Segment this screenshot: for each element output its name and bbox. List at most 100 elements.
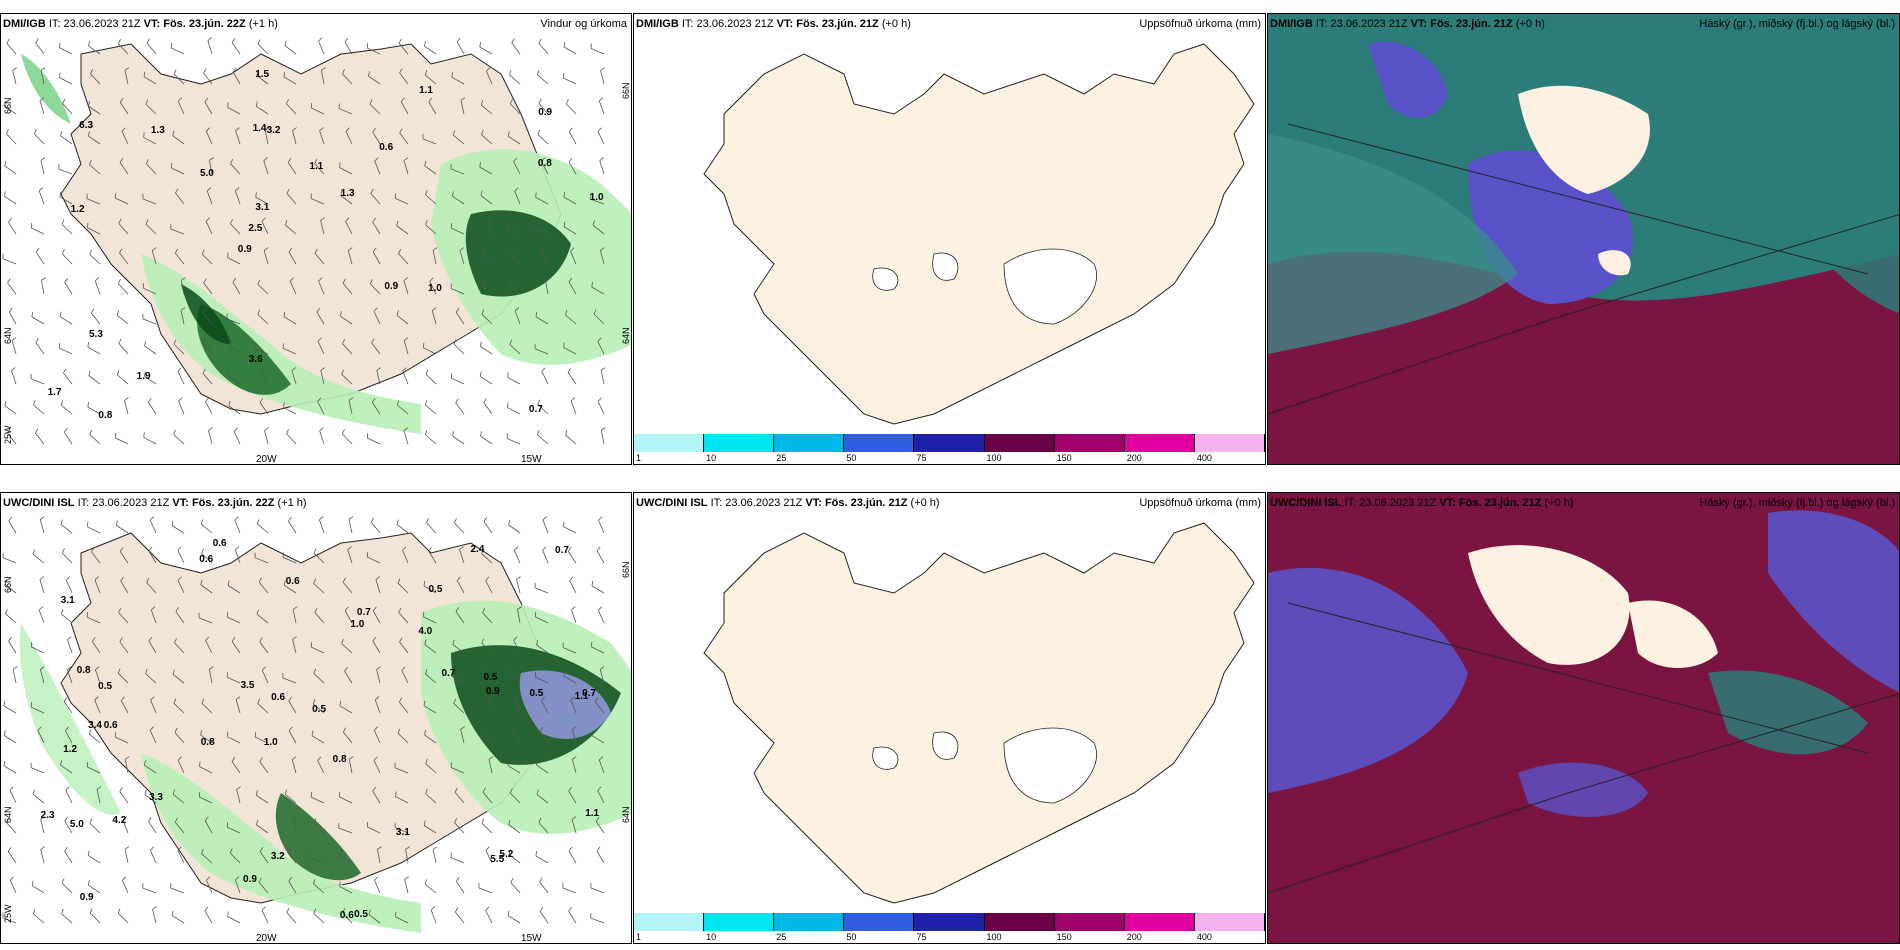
wind-barb (292, 609, 297, 624)
wind-barb-flag (423, 700, 426, 706)
wind-barb (425, 434, 437, 445)
wind-barb-flag (403, 157, 409, 161)
lead-time: (+0 h) (881, 18, 911, 30)
wind-barb-flag (428, 546, 432, 552)
wind-barb (511, 42, 521, 55)
wind-barb (342, 282, 353, 295)
wind-barb-flag (3, 701, 6, 707)
vt-time: Fös. 23.jún. 21Z (1458, 497, 1542, 509)
wind-barb (30, 767, 45, 774)
wind-barb-flag (539, 727, 544, 732)
wind-barb-flag (259, 847, 264, 852)
wind-barb (535, 227, 549, 235)
wind-barb-flag (481, 309, 485, 315)
wind-barb-flag (204, 906, 209, 912)
wind-barb (41, 280, 45, 295)
wind-barb (317, 401, 325, 415)
wind-barb (120, 580, 129, 594)
wind-barb-flag (319, 427, 324, 432)
wind-barb (180, 310, 185, 325)
wind-barb-flag (177, 546, 182, 551)
wind-barb (3, 705, 17, 714)
colorbar-tick-label: 400 (1196, 932, 1212, 942)
wind-barb-flag (423, 820, 426, 826)
wind-barb-flag (232, 277, 237, 283)
wind-barb (313, 883, 325, 894)
wind-barb (370, 283, 381, 295)
colorbar-swatch (634, 434, 705, 452)
wind-barb-flag (313, 578, 316, 584)
wind-barb-flag (565, 310, 568, 316)
wind-barb (597, 401, 605, 415)
precip-colorbar: 1 10 25 50 75 100 150 200 400 (634, 913, 1265, 943)
wind-barb (536, 764, 549, 774)
wind-barb-flag (206, 187, 212, 192)
wind-barb (538, 103, 549, 115)
wind-barb (591, 585, 605, 594)
wind-barb (450, 857, 465, 864)
glacier-hofsjokull (872, 746, 899, 770)
wind-barb (173, 434, 185, 445)
wind-barb (4, 165, 17, 175)
cloud-map (1268, 14, 1899, 464)
clear-land-area (1468, 545, 1630, 665)
cloud-panel-dmi: DMI/IGB IT: 23.06.2023 21Z VT: Fös. 23.j… (1267, 13, 1900, 465)
mid-cloud-area-2 (1368, 41, 1448, 118)
wind-barb (61, 223, 73, 235)
wind-barb (590, 887, 605, 894)
wind-barb (376, 669, 381, 684)
precip-value-label: 0.9 (237, 244, 252, 256)
wind-barb-flag (283, 580, 286, 586)
iceland-land (703, 522, 1255, 904)
colorbar-tick-label: 75 (916, 453, 927, 463)
wind-barb (597, 131, 605, 145)
colorbar-tick-label: 10 (706, 932, 717, 942)
wind-barb-flag (64, 277, 68, 283)
wind-barb (228, 405, 241, 415)
precip-area-nw (21, 54, 71, 124)
wind-barb-flag (396, 220, 399, 226)
colorbar-swatch (1054, 434, 1125, 452)
wind-barb-flag (40, 666, 45, 670)
wind-barb-flag (313, 548, 317, 554)
wind-barb (348, 759, 353, 774)
wind-barb-flag (514, 307, 520, 312)
wind-barb (119, 641, 129, 654)
wind-barb-flag (151, 247, 157, 251)
wind-barb (541, 700, 549, 714)
precip-area-south (141, 753, 421, 933)
wind-barb (89, 164, 101, 175)
wind-barb-flag (180, 307, 186, 311)
wind-barb-flag (432, 247, 438, 251)
vt-prefix: VT: (143, 18, 161, 30)
wind-barb (482, 791, 493, 804)
wind-barb-flag (205, 636, 210, 641)
wind-barb (367, 556, 381, 564)
wind-barb (227, 257, 241, 265)
wind-barb-flag (597, 127, 602, 132)
panel-title: Vindur og úrkoma (540, 18, 627, 30)
wind-barb-flag (479, 730, 482, 736)
wind-barb (372, 131, 381, 145)
wind-barb-flag (507, 402, 509, 408)
wind-barb-flag (597, 337, 602, 342)
wind-barb-flag (454, 518, 457, 523)
precip-value-label: 0.7 (441, 668, 456, 680)
wind-barb (535, 676, 549, 684)
wind-barb (591, 646, 605, 654)
wind-barb (261, 910, 269, 924)
colorbar-swatch (914, 434, 985, 452)
wind-barb (283, 76, 297, 85)
glacier-langjokull (932, 731, 959, 760)
wind-barb-flag (289, 277, 294, 282)
wind-barb (311, 646, 325, 654)
wind-barb-flag (423, 580, 426, 586)
wind-barb (537, 434, 549, 445)
precip-value-label: 3.6 (248, 353, 263, 365)
colorbar-tick-label: 150 (1056, 932, 1072, 942)
wind-barb-flag (261, 666, 267, 671)
model-name: DMI/IGB (3, 18, 46, 30)
wind-barb (260, 371, 269, 385)
wind-barb-flag (345, 217, 350, 222)
vt-time: Fös. 23.jún. 22Z (163, 18, 246, 30)
